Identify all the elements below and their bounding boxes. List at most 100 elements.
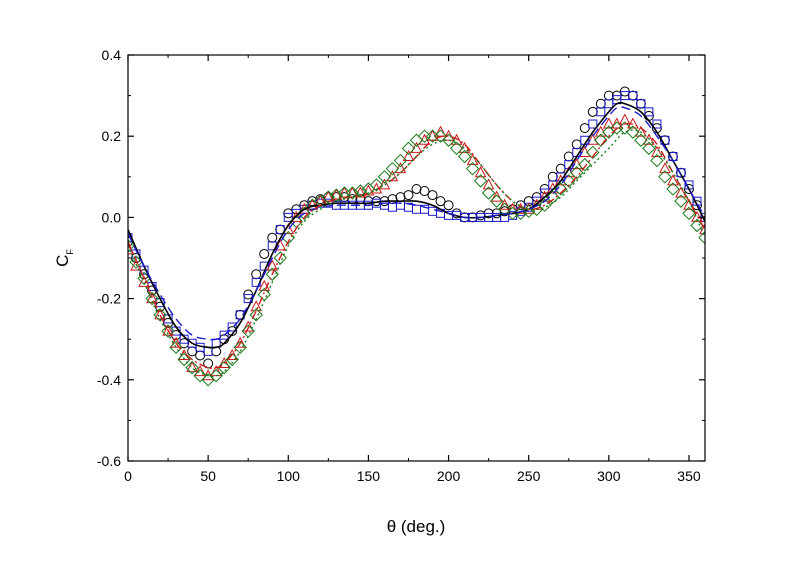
triangle-marker bbox=[667, 174, 679, 186]
diamond-marker bbox=[650, 153, 664, 168]
triangle-marker bbox=[402, 149, 415, 161]
square-marker bbox=[628, 91, 638, 101]
diamond-marker bbox=[570, 166, 584, 180]
triangle-marker bbox=[242, 320, 255, 332]
circle-marker bbox=[555, 163, 566, 174]
diamond-marker bbox=[161, 324, 175, 338]
diamond-marker bbox=[385, 161, 400, 176]
triangle-marker bbox=[498, 198, 511, 210]
ticks-layer: 0 50 100 150 200 250 300 350 -0.6 -0.4 -0.2 0.0 0.2 0… bbox=[97, 47, 705, 484]
triangle-marker bbox=[218, 356, 230, 369]
diamond-marker bbox=[489, 194, 504, 208]
diamond-marker bbox=[554, 182, 568, 196]
diamond-marker bbox=[674, 194, 688, 208]
triangle-marker bbox=[226, 348, 239, 360]
square-marker bbox=[604, 99, 614, 109]
y-tick-label: 0.4 bbox=[102, 47, 122, 63]
diamond-marker bbox=[393, 153, 408, 168]
circle-marker bbox=[427, 190, 438, 201]
triangle-marker bbox=[490, 190, 503, 202]
square-marker bbox=[428, 206, 438, 216]
triangle-marker bbox=[266, 259, 279, 271]
square-marker bbox=[412, 204, 421, 214]
triangle-marker bbox=[274, 239, 287, 251]
diamond-marker bbox=[473, 174, 488, 188]
series-dotted-line bbox=[128, 129, 705, 378]
circle-marker bbox=[579, 123, 590, 134]
circle-marker bbox=[419, 186, 430, 197]
triangle-marker bbox=[162, 324, 174, 336]
circle-marker bbox=[435, 196, 446, 207]
diamond-marker bbox=[185, 360, 199, 375]
x-tick-label: 0 bbox=[124, 468, 132, 484]
diamond-marker bbox=[169, 340, 183, 355]
circle-marker bbox=[203, 358, 214, 369]
triangle-marker bbox=[186, 361, 198, 373]
series-layer bbox=[128, 86, 705, 387]
triangle-marker bbox=[394, 162, 407, 174]
triangle-marker bbox=[514, 202, 527, 214]
diamond-marker bbox=[441, 133, 456, 147]
x-tick-label: 50 bbox=[200, 468, 216, 484]
circle-marker bbox=[547, 171, 558, 182]
diamond-marker bbox=[321, 190, 336, 204]
x-tick-label: 300 bbox=[597, 468, 621, 484]
triangle-marker bbox=[322, 190, 335, 202]
triangle-marker bbox=[691, 210, 703, 222]
triangle-marker bbox=[659, 162, 671, 174]
diamond-marker bbox=[465, 161, 480, 176]
circle-marker bbox=[595, 98, 606, 109]
triangle-marker bbox=[474, 166, 487, 178]
circle-marker bbox=[635, 98, 646, 109]
y-tick-label: 0.0 bbox=[102, 209, 122, 225]
diamond-marker bbox=[666, 182, 680, 196]
diamond-marker bbox=[128, 239, 135, 253]
diamond-marker bbox=[642, 141, 656, 156]
diamond-marker bbox=[658, 170, 672, 184]
circle-marker bbox=[267, 232, 278, 243]
circle-marker bbox=[587, 106, 598, 117]
diamond-marker bbox=[153, 308, 167, 322]
square-marker bbox=[203, 346, 213, 356]
diamond-marker bbox=[586, 145, 600, 160]
square-marker bbox=[636, 99, 646, 109]
circle-marker bbox=[403, 190, 414, 201]
diamond-marker bbox=[433, 129, 448, 143]
square-marker bbox=[596, 107, 606, 117]
y-tick-label: -0.4 bbox=[97, 372, 121, 388]
circle-marker bbox=[259, 248, 270, 259]
y-tick-label: 0.2 bbox=[102, 128, 122, 144]
diamond-marker bbox=[546, 190, 560, 204]
triangle-marker bbox=[154, 308, 166, 320]
diamond-marker bbox=[217, 360, 231, 375]
square-marker bbox=[387, 202, 397, 212]
x-tick-label: 250 bbox=[517, 468, 541, 484]
circle-marker bbox=[571, 139, 582, 150]
diamond-marker bbox=[145, 291, 159, 306]
diamond-marker bbox=[225, 352, 239, 367]
diamond-marker bbox=[345, 186, 360, 200]
diamond-marker bbox=[177, 352, 191, 367]
y-axis-title-main: C bbox=[53, 255, 72, 267]
triangle-marker bbox=[466, 153, 479, 166]
square-marker bbox=[588, 119, 598, 129]
circle-marker bbox=[563, 151, 574, 162]
diamond-marker bbox=[377, 170, 392, 184]
square-marker bbox=[219, 330, 229, 340]
triangle-marker bbox=[675, 186, 687, 198]
x-axis-title: θ (deg.) bbox=[387, 517, 446, 536]
diamond-marker bbox=[449, 141, 464, 156]
triangle-marker bbox=[683, 198, 695, 210]
circle-marker bbox=[411, 183, 422, 194]
diamond-marker bbox=[698, 230, 705, 245]
triangle-marker bbox=[619, 113, 631, 125]
triangle-marker bbox=[210, 365, 222, 377]
series-diamond-markers bbox=[128, 121, 705, 387]
svg-text:CF: CF bbox=[53, 249, 75, 267]
x-tick-label: 200 bbox=[437, 468, 461, 484]
triangle-marker bbox=[699, 223, 705, 235]
triangle-marker bbox=[194, 365, 206, 377]
square-marker bbox=[652, 119, 662, 129]
triangle-marker bbox=[250, 300, 263, 312]
diamond-marker bbox=[634, 133, 648, 147]
